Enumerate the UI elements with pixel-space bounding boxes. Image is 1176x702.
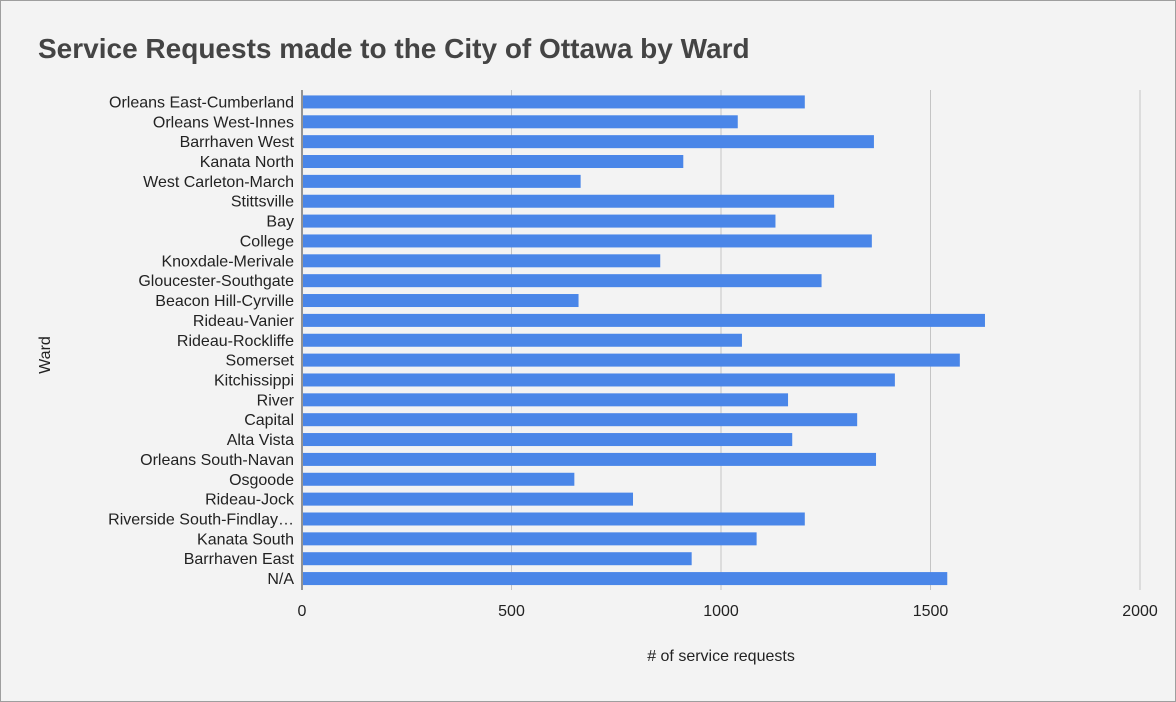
x-tick-label: 1500: [913, 603, 949, 620]
bar: [303, 174, 581, 188]
bar: [303, 115, 738, 129]
bar: [303, 393, 789, 407]
y-tick-label: Barrhaven West: [180, 134, 295, 151]
y-tick-label: Orleans East-Cumberland: [109, 94, 294, 111]
bar: [303, 155, 684, 169]
bar: [303, 254, 661, 268]
x-tick-label: 1000: [703, 603, 739, 620]
x-axis-tick-labels: 0 500 1000 1500 2000: [298, 603, 1158, 620]
y-tick-label: Beacon Hill-Cyrville: [155, 293, 294, 310]
bar: [303, 214, 776, 228]
y-tick-label: Somerset: [226, 353, 295, 370]
y-tick-label: Rideau-Vanier: [193, 313, 295, 330]
y-tick-label: Riverside South-Findlay…: [108, 511, 294, 528]
y-axis-title: Ward: [37, 336, 54, 374]
bar: [303, 433, 793, 447]
y-tick-label: Rideau-Jock: [205, 492, 295, 509]
bar: [303, 353, 960, 367]
y-tick-label: N/A: [267, 571, 294, 588]
bar: [303, 274, 822, 288]
bar: [303, 413, 858, 427]
y-tick-label: Knoxdale-Merivale: [161, 253, 294, 270]
bar: [303, 194, 835, 208]
bar: [303, 333, 742, 347]
y-tick-label: Bay: [266, 214, 294, 231]
bar: [303, 532, 757, 546]
y-tick-label: Orleans West-Innes: [153, 114, 294, 131]
bar: [303, 95, 805, 109]
y-tick-label: Alta Vista: [227, 432, 294, 449]
bar: [303, 552, 692, 566]
bar: [303, 572, 948, 586]
x-tick-label: 0: [298, 603, 307, 620]
y-tick-label: Kanata South: [197, 531, 294, 548]
y-axis-tick-labels: Orleans East-Cumberland Orleans West-Inne…: [108, 94, 295, 588]
y-tick-label: Capital: [244, 412, 294, 429]
y-tick-label: Orleans South-Navan: [140, 452, 294, 469]
bar-series: [303, 95, 985, 586]
bar: [303, 492, 634, 506]
bar: [303, 234, 872, 248]
bar: [303, 135, 874, 149]
y-tick-label: West Carleton-March: [143, 174, 294, 191]
bar: [303, 512, 805, 526]
bar: [303, 373, 895, 387]
chart-title: Service Requests made to the City of Ott…: [38, 33, 750, 64]
x-tick-label: 2000: [1122, 603, 1158, 620]
y-tick-label: Gloucester-Southgate: [138, 273, 294, 290]
y-tick-label: Kanata North: [200, 154, 294, 171]
x-tick-label: 500: [498, 603, 525, 620]
y-tick-label: Barrhaven East: [184, 551, 295, 568]
bar: [303, 313, 985, 327]
y-tick-label: Kitchissippi: [214, 372, 294, 389]
bar: [303, 472, 575, 486]
y-tick-label: Stittsville: [231, 194, 294, 211]
y-tick-label: Rideau-Rockliffe: [177, 333, 294, 350]
y-tick-label: Osgoode: [229, 472, 294, 489]
bar: [303, 294, 579, 308]
x-axis-title: # of service requests: [647, 648, 795, 665]
bar: [303, 452, 877, 466]
y-tick-label: College: [240, 233, 294, 250]
y-tick-label: River: [257, 392, 295, 409]
